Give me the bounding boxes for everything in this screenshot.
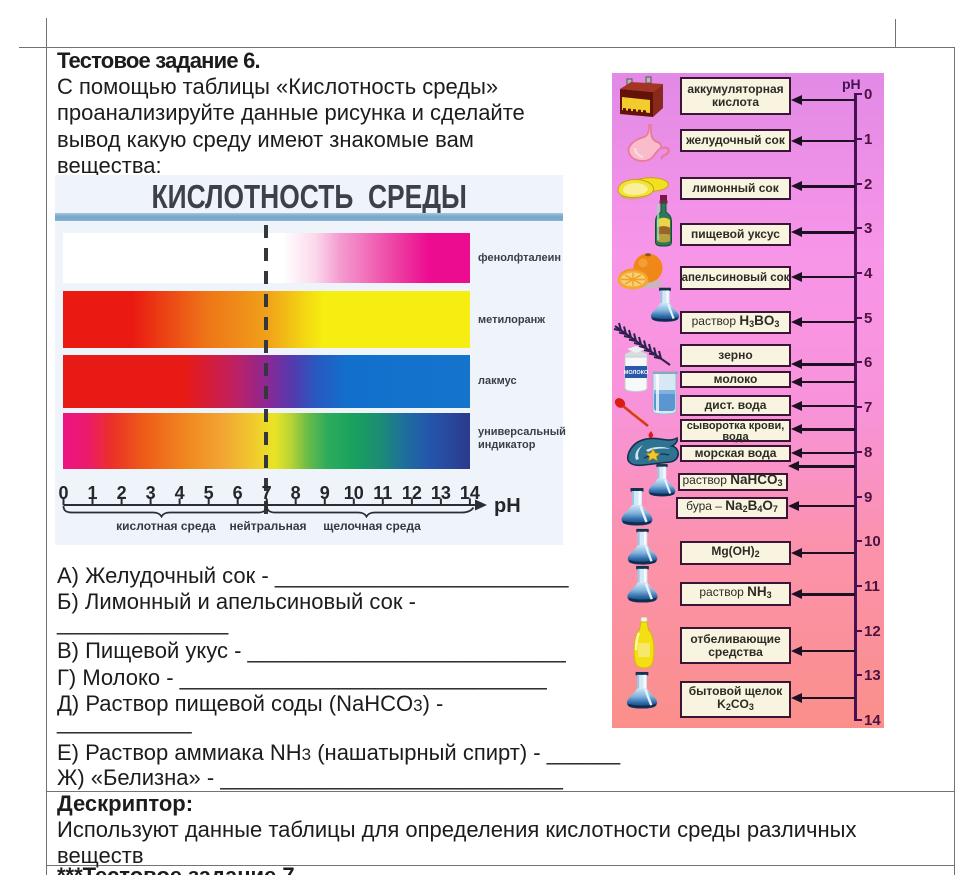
svg-text:pH: pH: [494, 495, 521, 517]
svg-text:МОЛОКО: МОЛОКО: [624, 370, 649, 376]
